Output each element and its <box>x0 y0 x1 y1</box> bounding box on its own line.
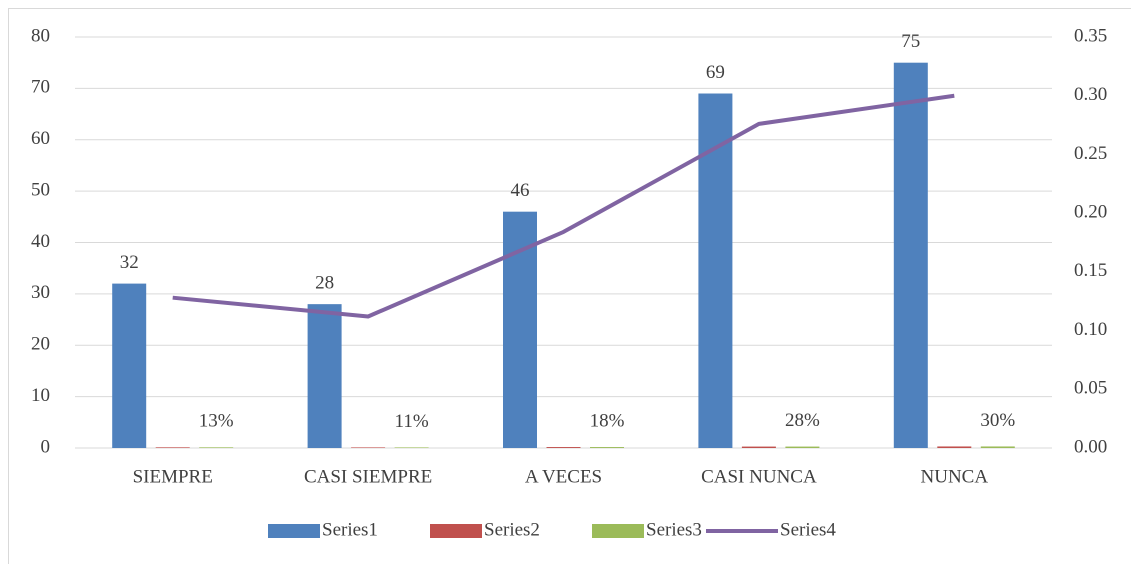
legend-label: Series1 <box>322 519 378 540</box>
bar <box>351 447 386 448</box>
x-tick-label: SIEMPRE <box>133 466 213 487</box>
data-label: 18% <box>590 410 625 431</box>
y-tick-label: 50 <box>31 179 50 200</box>
data-label: 32 <box>120 252 139 273</box>
x-tick-label: CASI SIEMPRE <box>304 466 432 487</box>
legend-swatch <box>268 524 320 538</box>
data-label: 75 <box>901 31 920 52</box>
y2-tick-label: 0.05 <box>1074 378 1107 399</box>
bar <box>937 446 972 448</box>
legend-swatch <box>430 524 482 538</box>
data-label: 46 <box>511 180 530 201</box>
bar <box>785 446 820 448</box>
chart-border <box>8 8 1131 564</box>
bar <box>893 62 928 448</box>
data-label: 30% <box>980 410 1015 431</box>
bar <box>112 283 147 448</box>
y2-tick-label: 0.25 <box>1074 143 1107 164</box>
bar <box>394 447 429 448</box>
bar <box>741 446 776 448</box>
data-label: 11% <box>395 411 429 432</box>
legend-label: Series4 <box>780 519 836 540</box>
y2-tick-label: 0.30 <box>1074 84 1107 105</box>
bar <box>307 304 342 448</box>
bar <box>980 446 1015 448</box>
y-tick-label: 70 <box>31 77 50 98</box>
x-tick-label: CASI NUNCA <box>701 466 817 487</box>
data-label: 13% <box>199 411 234 432</box>
bar <box>590 447 624 448</box>
data-label: 28 <box>315 273 334 294</box>
y2-tick-label: 0.15 <box>1074 260 1107 281</box>
legend-label: Series3 <box>646 519 702 540</box>
y-tick-label: 80 <box>31 25 50 46</box>
y-tick-label: 10 <box>31 385 50 406</box>
y-tick-label: 40 <box>31 231 50 252</box>
bar <box>199 447 234 448</box>
legend-swatch <box>592 524 644 538</box>
y-tick-label: 20 <box>31 334 50 355</box>
y2-tick-label: 0.00 <box>1074 436 1107 457</box>
legend-label: Series2 <box>484 519 540 540</box>
line <box>172 93 955 319</box>
y-tick-label: 60 <box>31 128 50 149</box>
data-label: 69 <box>706 62 725 83</box>
y-tick-label: 0 <box>41 436 51 457</box>
bar <box>155 447 190 448</box>
y2-tick-label: 0.10 <box>1074 319 1107 340</box>
y-tick-label: 30 <box>31 282 50 303</box>
x-tick-label: NUNCA <box>921 466 989 487</box>
y2-tick-label: 0.20 <box>1074 202 1107 223</box>
x-tick-label: A VECES <box>525 466 602 487</box>
bar <box>546 447 581 448</box>
data-label: 28% <box>785 410 820 431</box>
y2-tick-label: 0.35 <box>1074 25 1107 46</box>
